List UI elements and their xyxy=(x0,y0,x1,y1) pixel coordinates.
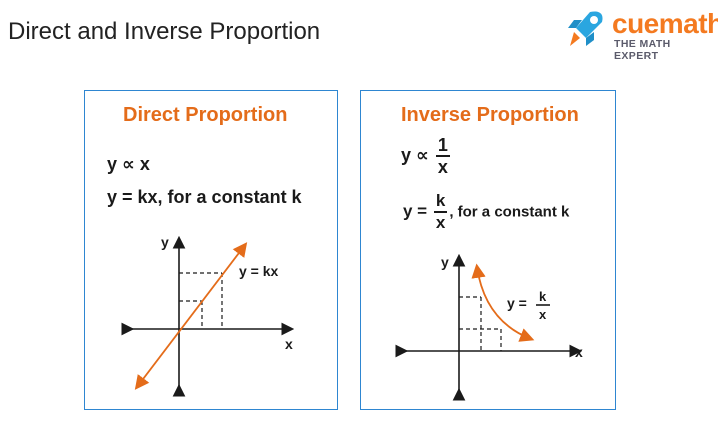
direct-proportion-panel: Direct Proportion y ∝ x y = kx, for a co… xyxy=(84,90,338,410)
direct-constant-equation: y = kx, for a constant k xyxy=(107,187,302,207)
inverse-proportion-curve xyxy=(471,263,535,342)
direct-guide-lines xyxy=(179,272,223,329)
brand-name: cuemath xyxy=(612,8,718,39)
page-title: Direct and Inverse Proportion xyxy=(8,18,321,45)
inverse-panel-title: Inverse Proportion xyxy=(401,104,579,126)
svg-text:k: k xyxy=(539,289,547,304)
direct-graph: y x y = kx xyxy=(121,234,295,397)
inverse-graph: y x y = k x xyxy=(395,253,583,401)
direct-y-label: y xyxy=(161,234,169,250)
brand-logo: cuemath THE MATH EXPERT xyxy=(560,6,718,62)
direct-proportional-equation: y ∝ x xyxy=(107,154,150,174)
inverse-guide-lines xyxy=(459,296,502,351)
direct-panel-title: Direct Proportion xyxy=(123,104,288,126)
rocket-icon xyxy=(568,11,603,46)
direct-proportion-line xyxy=(134,242,248,390)
inverse-y-label: y xyxy=(441,254,449,270)
brand-tagline: THE MATH EXPERT xyxy=(614,38,671,62)
svg-text:y =: y = xyxy=(507,295,527,311)
inverse-curve-label: y = k x xyxy=(507,289,550,322)
svg-text:x: x xyxy=(539,307,547,322)
inverse-proportion-panel: Inverse Proportion y ∝ 1 x y = k x , for… xyxy=(360,90,616,410)
inverse-constant-equation: y = k x , for a constant k xyxy=(403,191,570,232)
direct-line-label: y = kx xyxy=(239,263,279,279)
inverse-proportional-equation: y ∝ 1 x xyxy=(401,135,450,177)
direct-x-label: x xyxy=(285,336,293,352)
inverse-k-fraction: k x xyxy=(433,191,448,232)
inverse-x-label: x xyxy=(575,344,583,360)
inverse-fraction: 1 x xyxy=(435,135,450,177)
